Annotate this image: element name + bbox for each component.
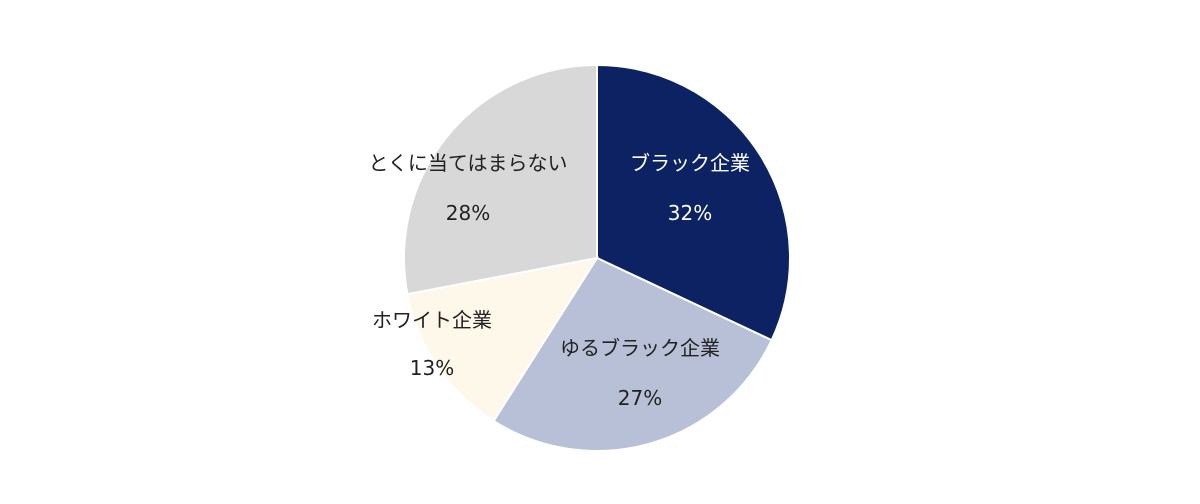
slice-category-label: とくに当てはまらない bbox=[369, 151, 568, 175]
slice-value-label: 28% bbox=[446, 201, 490, 225]
pie-slice-1 bbox=[596, 63, 791, 342]
slice-category-label: ゆるブラック企業 bbox=[560, 336, 720, 360]
pie-slice-4 bbox=[403, 63, 598, 296]
slice-value-label: 13% bbox=[410, 356, 454, 380]
pie-slice-3 bbox=[406, 256, 600, 423]
slice-category-label: ホワイト企業 bbox=[372, 308, 492, 332]
pie-slice-2 bbox=[492, 256, 773, 452]
slice-category-label: ブラック企業 bbox=[630, 151, 750, 175]
slice-value-label: 32% bbox=[668, 201, 712, 225]
slice-value-label: 27% bbox=[618, 386, 662, 410]
